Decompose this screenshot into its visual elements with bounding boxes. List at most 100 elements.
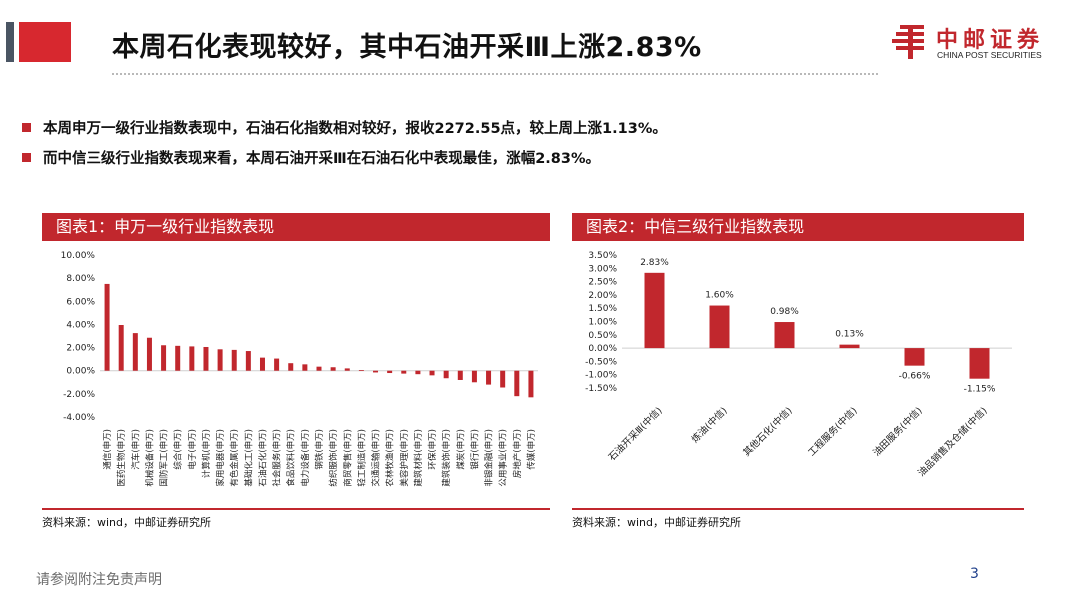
figure-1-title: 图表1：申万一级行业指数表现 xyxy=(42,213,550,241)
figure-2-title: 图表2：中信三级行业指数表现 xyxy=(572,213,1024,241)
bar xyxy=(471,370,477,383)
x-category-label: 电力设备(申万) xyxy=(300,429,311,487)
y-tick-label: 3.50% xyxy=(588,251,617,261)
figure-2-source: 资料来源：wind，中邮证券研究所 xyxy=(572,516,742,529)
bar xyxy=(161,345,167,371)
footer-disclaimer: 请参阅附注免责声明 xyxy=(36,572,162,588)
bar xyxy=(904,348,925,366)
bar xyxy=(528,370,534,398)
x-category-label: 家用电器(申万) xyxy=(215,429,226,487)
x-category-label: 建筑材料(申万) xyxy=(413,429,424,487)
bar xyxy=(500,370,506,388)
bar xyxy=(401,370,407,374)
bar xyxy=(302,364,308,371)
bar xyxy=(969,348,990,379)
y-tick-label: 0.00% xyxy=(588,344,617,354)
x-category-label: 工程服务(中信) xyxy=(806,405,860,459)
x-category-label: 农林牧渔(申万) xyxy=(385,429,396,487)
x-category-label: 环保(申万) xyxy=(427,429,438,470)
x-category-label: 社会服务(申万) xyxy=(272,429,283,487)
x-category-label: 炼油(中信) xyxy=(689,405,730,446)
bar xyxy=(443,370,449,379)
bar xyxy=(429,370,435,376)
bar xyxy=(217,349,223,371)
bar xyxy=(344,368,350,371)
bar xyxy=(274,358,280,371)
page-title: 本周石化表现较好，其中石油开采Ⅲ上涨2.83% xyxy=(112,32,702,63)
x-category-label: 国防军工(申万) xyxy=(159,429,170,487)
x-category-label: 基础化工(申万) xyxy=(243,429,254,487)
y-tick-label: 1.00% xyxy=(588,318,617,328)
x-category-label: 钢铁(申万) xyxy=(314,429,325,470)
bar xyxy=(415,370,421,375)
bar xyxy=(330,367,336,371)
x-category-label: 有色金属(申万) xyxy=(229,429,240,487)
header-accent-dark xyxy=(6,22,14,62)
y-tick-label: -0.50% xyxy=(585,357,617,367)
bullet-item: 本周申万一级行业指数表现中，石油石化指数相对较好，报收2272.55点，较上周上… xyxy=(22,112,667,142)
bar xyxy=(644,272,665,349)
x-category-label: 美容护理(申万) xyxy=(399,429,410,487)
y-tick-label: -2.00% xyxy=(63,390,95,400)
x-category-label: 公用事业(申万) xyxy=(498,429,509,487)
x-category-label: 煤炭(申万) xyxy=(455,429,466,470)
bar xyxy=(387,370,393,374)
y-tick-label: 0.50% xyxy=(588,331,617,341)
x-category-label: 综合(申万) xyxy=(173,429,184,470)
x-category-label: 轻工制造(申万) xyxy=(356,429,367,487)
bar xyxy=(709,305,730,349)
bar xyxy=(231,349,237,371)
x-category-label: 纺织服饰(申万) xyxy=(328,429,339,487)
bar xyxy=(146,337,152,371)
y-tick-label: -1.50% xyxy=(585,384,617,394)
bar-data-label: 1.60% xyxy=(705,291,734,301)
y-tick-label: -1.00% xyxy=(585,371,617,381)
bar xyxy=(132,333,138,371)
x-category-label: 电子(申万) xyxy=(187,429,198,470)
bullet-text: 本周申万一级行业指数表现中，石油石化指数相对较好，报收2272.55点，较上周上… xyxy=(43,120,667,137)
x-category-label: 计算机(申万) xyxy=(201,429,212,478)
y-tick-label: 2.00% xyxy=(588,291,617,301)
y-tick-label: 2.50% xyxy=(588,278,617,288)
y-tick-label: -4.00% xyxy=(63,413,95,423)
figure-1-chart: 10.00% 8.00% 6.00% 4.00% 2.00% 0.00% -2.00% -4.… xyxy=(61,251,538,487)
bar xyxy=(175,345,181,371)
x-category-label: 其他石化(中信) xyxy=(741,405,795,459)
x-category-label: 食品饮料(申万) xyxy=(286,429,297,487)
y-tick-label: 2.00% xyxy=(66,344,95,354)
y-tick-label: 4.00% xyxy=(66,320,95,330)
x-category-label: 传媒(申万) xyxy=(526,429,537,470)
bar xyxy=(358,370,364,371)
x-category-label: 油田服务(中信) xyxy=(871,405,925,459)
x-category-label: 房地产(申万) xyxy=(512,429,523,478)
bar xyxy=(774,322,795,349)
bar xyxy=(203,346,209,371)
y-tick-label: 1.50% xyxy=(588,304,617,314)
bar xyxy=(486,370,492,385)
y-tick-label: 6.00% xyxy=(66,297,95,307)
bar xyxy=(373,370,379,373)
bar xyxy=(839,344,860,349)
x-category-label: 医药生物(申万) xyxy=(116,429,127,487)
bullet-square-icon xyxy=(22,152,31,162)
bar xyxy=(189,346,195,371)
company-logo: 中邮证券 CHINA POST SECURITIES xyxy=(890,22,1055,64)
bar xyxy=(104,283,110,371)
bar-data-label: -1.15% xyxy=(964,385,996,395)
bar-data-label: 0.13% xyxy=(835,330,864,340)
china-post-logo-icon xyxy=(892,25,924,59)
x-category-label: 商贸零售(申万) xyxy=(342,429,353,487)
bullet-text: 而中信三级行业指数表现来看，本周石油开采Ⅲ在石油石化中表现最佳，涨幅2.83%。 xyxy=(43,150,601,167)
logo-english-text: CHINA POST SECURITIES xyxy=(937,50,1042,60)
bar xyxy=(245,351,251,371)
y-tick-label: 8.00% xyxy=(66,274,95,284)
x-category-label: 石油石化(申万) xyxy=(257,429,268,487)
x-category-label: 机械设备(申万) xyxy=(144,429,155,487)
figure-1-source: 资料来源：wind，中邮证券研究所 xyxy=(42,516,212,529)
figure-2-source-divider xyxy=(572,508,1024,510)
figure-1-panel: 图表1：申万一级行业指数表现 10.00% 8.00% 6.00% 4.00% 2.00… xyxy=(42,213,550,529)
figure-1-source-divider xyxy=(42,508,550,510)
y-tick-label: 0.00% xyxy=(66,367,95,377)
x-category-label: 通信(申万) xyxy=(102,429,113,470)
title-divider xyxy=(112,73,878,75)
